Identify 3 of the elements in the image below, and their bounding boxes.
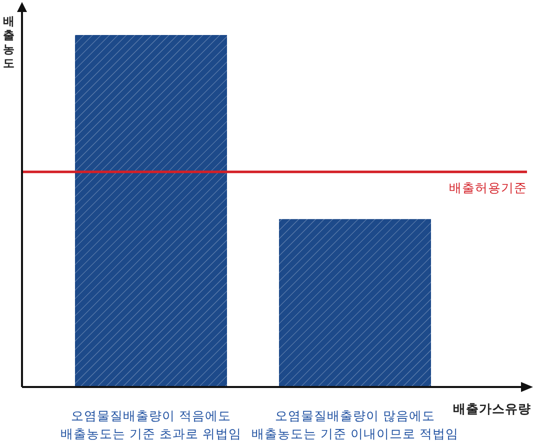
y-axis-title: 배출농도 xyxy=(3,14,15,70)
ref-line-label: 배출허용기준 xyxy=(449,180,527,195)
x-tick-label: 오염물질배출량이 적음에도 배출농도는 기준 초과로 위법임 xyxy=(60,408,242,441)
